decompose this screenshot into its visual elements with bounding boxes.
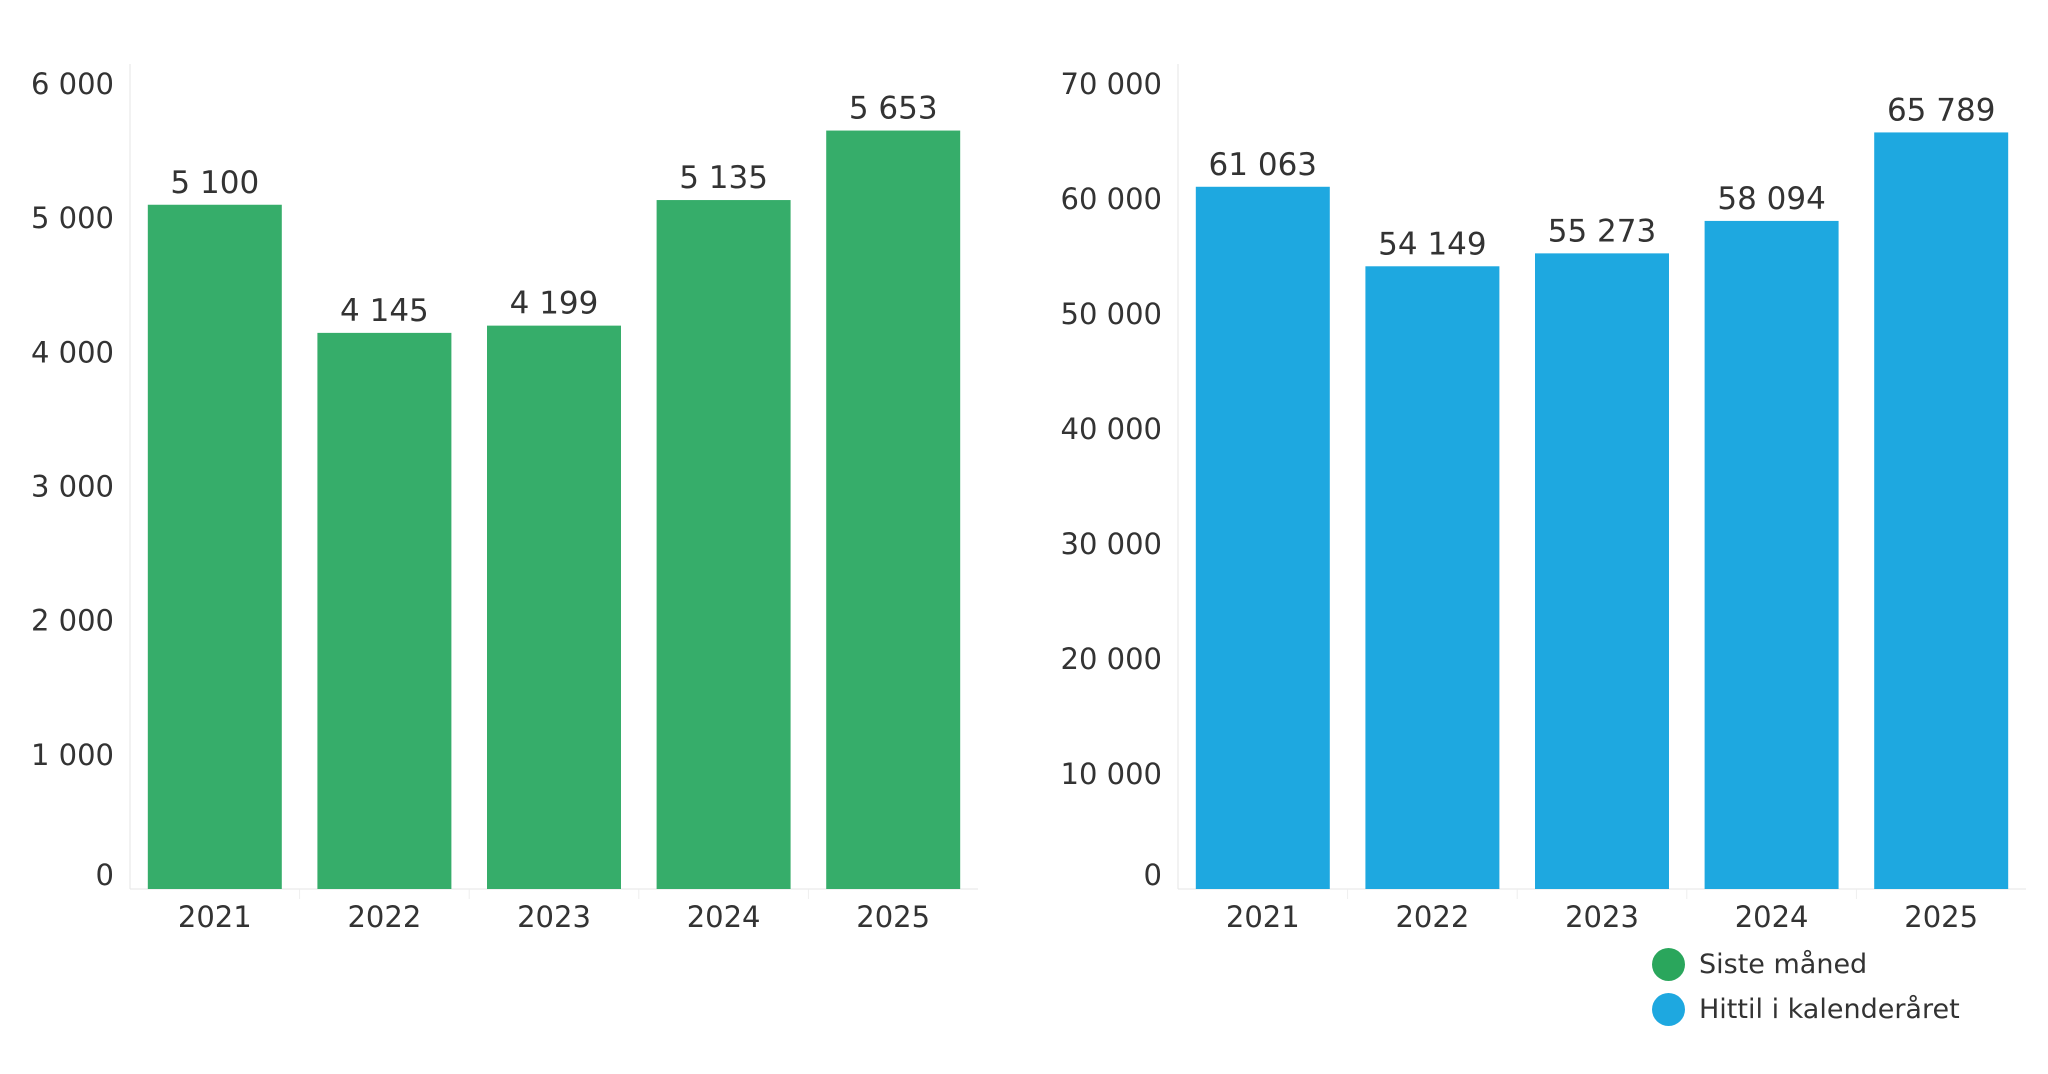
bar	[1704, 220, 1839, 889]
bar	[317, 332, 452, 890]
y-tick-label: 2 000	[31, 604, 114, 638]
y-tick-label: 70 000	[1061, 67, 1162, 101]
legend-item-hittil-i-kalenderaaret: Hittil i kalenderåret	[1652, 987, 1960, 1032]
chart-hittil-i-kalenderaaret: 0 10 000 20 000 30 000 40 000 50 000 60 000 70 …	[1061, 64, 2026, 934]
bar	[826, 130, 961, 889]
legend-item-siste-maaned: Siste måned	[1652, 942, 1960, 987]
y-tick-label: 0	[1144, 858, 1162, 892]
x-tick-label: 2025	[1904, 900, 1978, 934]
y-tick-label: 3 000	[31, 470, 114, 504]
bar	[1365, 266, 1500, 889]
bar	[147, 204, 282, 889]
data-label: 58 094	[1717, 181, 1825, 217]
y-tick-label: 6 000	[31, 67, 114, 101]
x-tick-label: 2022	[347, 900, 421, 934]
bar	[656, 200, 791, 889]
data-label: 4 145	[340, 293, 429, 329]
y-tick-label: 0	[96, 858, 114, 892]
legend-label: Siste måned	[1699, 949, 1868, 980]
y-tick-label: 4 000	[31, 335, 114, 369]
x-tick-label: 2023	[517, 900, 591, 934]
y-tick-label: 5 000	[31, 201, 114, 235]
bar	[1535, 253, 1669, 890]
x-tick-label: 2023	[1565, 900, 1639, 934]
bar	[1195, 186, 1330, 889]
data-label: 61 063	[1209, 147, 1317, 183]
y-tick-label: 40 000	[1061, 412, 1162, 446]
data-label: 55 273	[1548, 213, 1656, 249]
x-tick-label: 2024	[1735, 900, 1809, 934]
x-tick-label: 2022	[1395, 900, 1469, 934]
data-label: 65 789	[1887, 92, 1995, 128]
data-label: 5 135	[679, 160, 768, 196]
y-tick-label: 60 000	[1061, 182, 1162, 216]
legend-dot-icon	[1652, 993, 1685, 1026]
y-tick-label: 50 000	[1061, 297, 1162, 331]
legend-label: Hittil i kalenderåret	[1699, 994, 1960, 1025]
x-tick-label: 2024	[687, 900, 761, 934]
legend: Siste måned Hittil i kalenderåret	[1652, 942, 1960, 1032]
data-label: 5 100	[170, 165, 259, 201]
y-tick-label: 20 000	[1061, 642, 1162, 676]
data-label: 5 653	[849, 91, 938, 127]
y-tick-label: 1 000	[31, 738, 114, 772]
legend-dot-icon	[1652, 948, 1685, 981]
bar	[487, 325, 621, 889]
x-tick-label: 2021	[178, 900, 252, 934]
y-tick-label: 30 000	[1061, 527, 1162, 561]
y-tick-label: 10 000	[1061, 757, 1162, 791]
bar	[1874, 132, 2009, 889]
x-tick-label: 2025	[856, 900, 930, 934]
x-tick-label: 2021	[1226, 900, 1300, 934]
data-label: 54 149	[1378, 226, 1486, 262]
chart-siste-maaned: 0 1 000 2 000 3 000 4 000 5 000 6 000 5 100 2021…	[31, 64, 978, 934]
data-label: 4 199	[510, 286, 599, 322]
